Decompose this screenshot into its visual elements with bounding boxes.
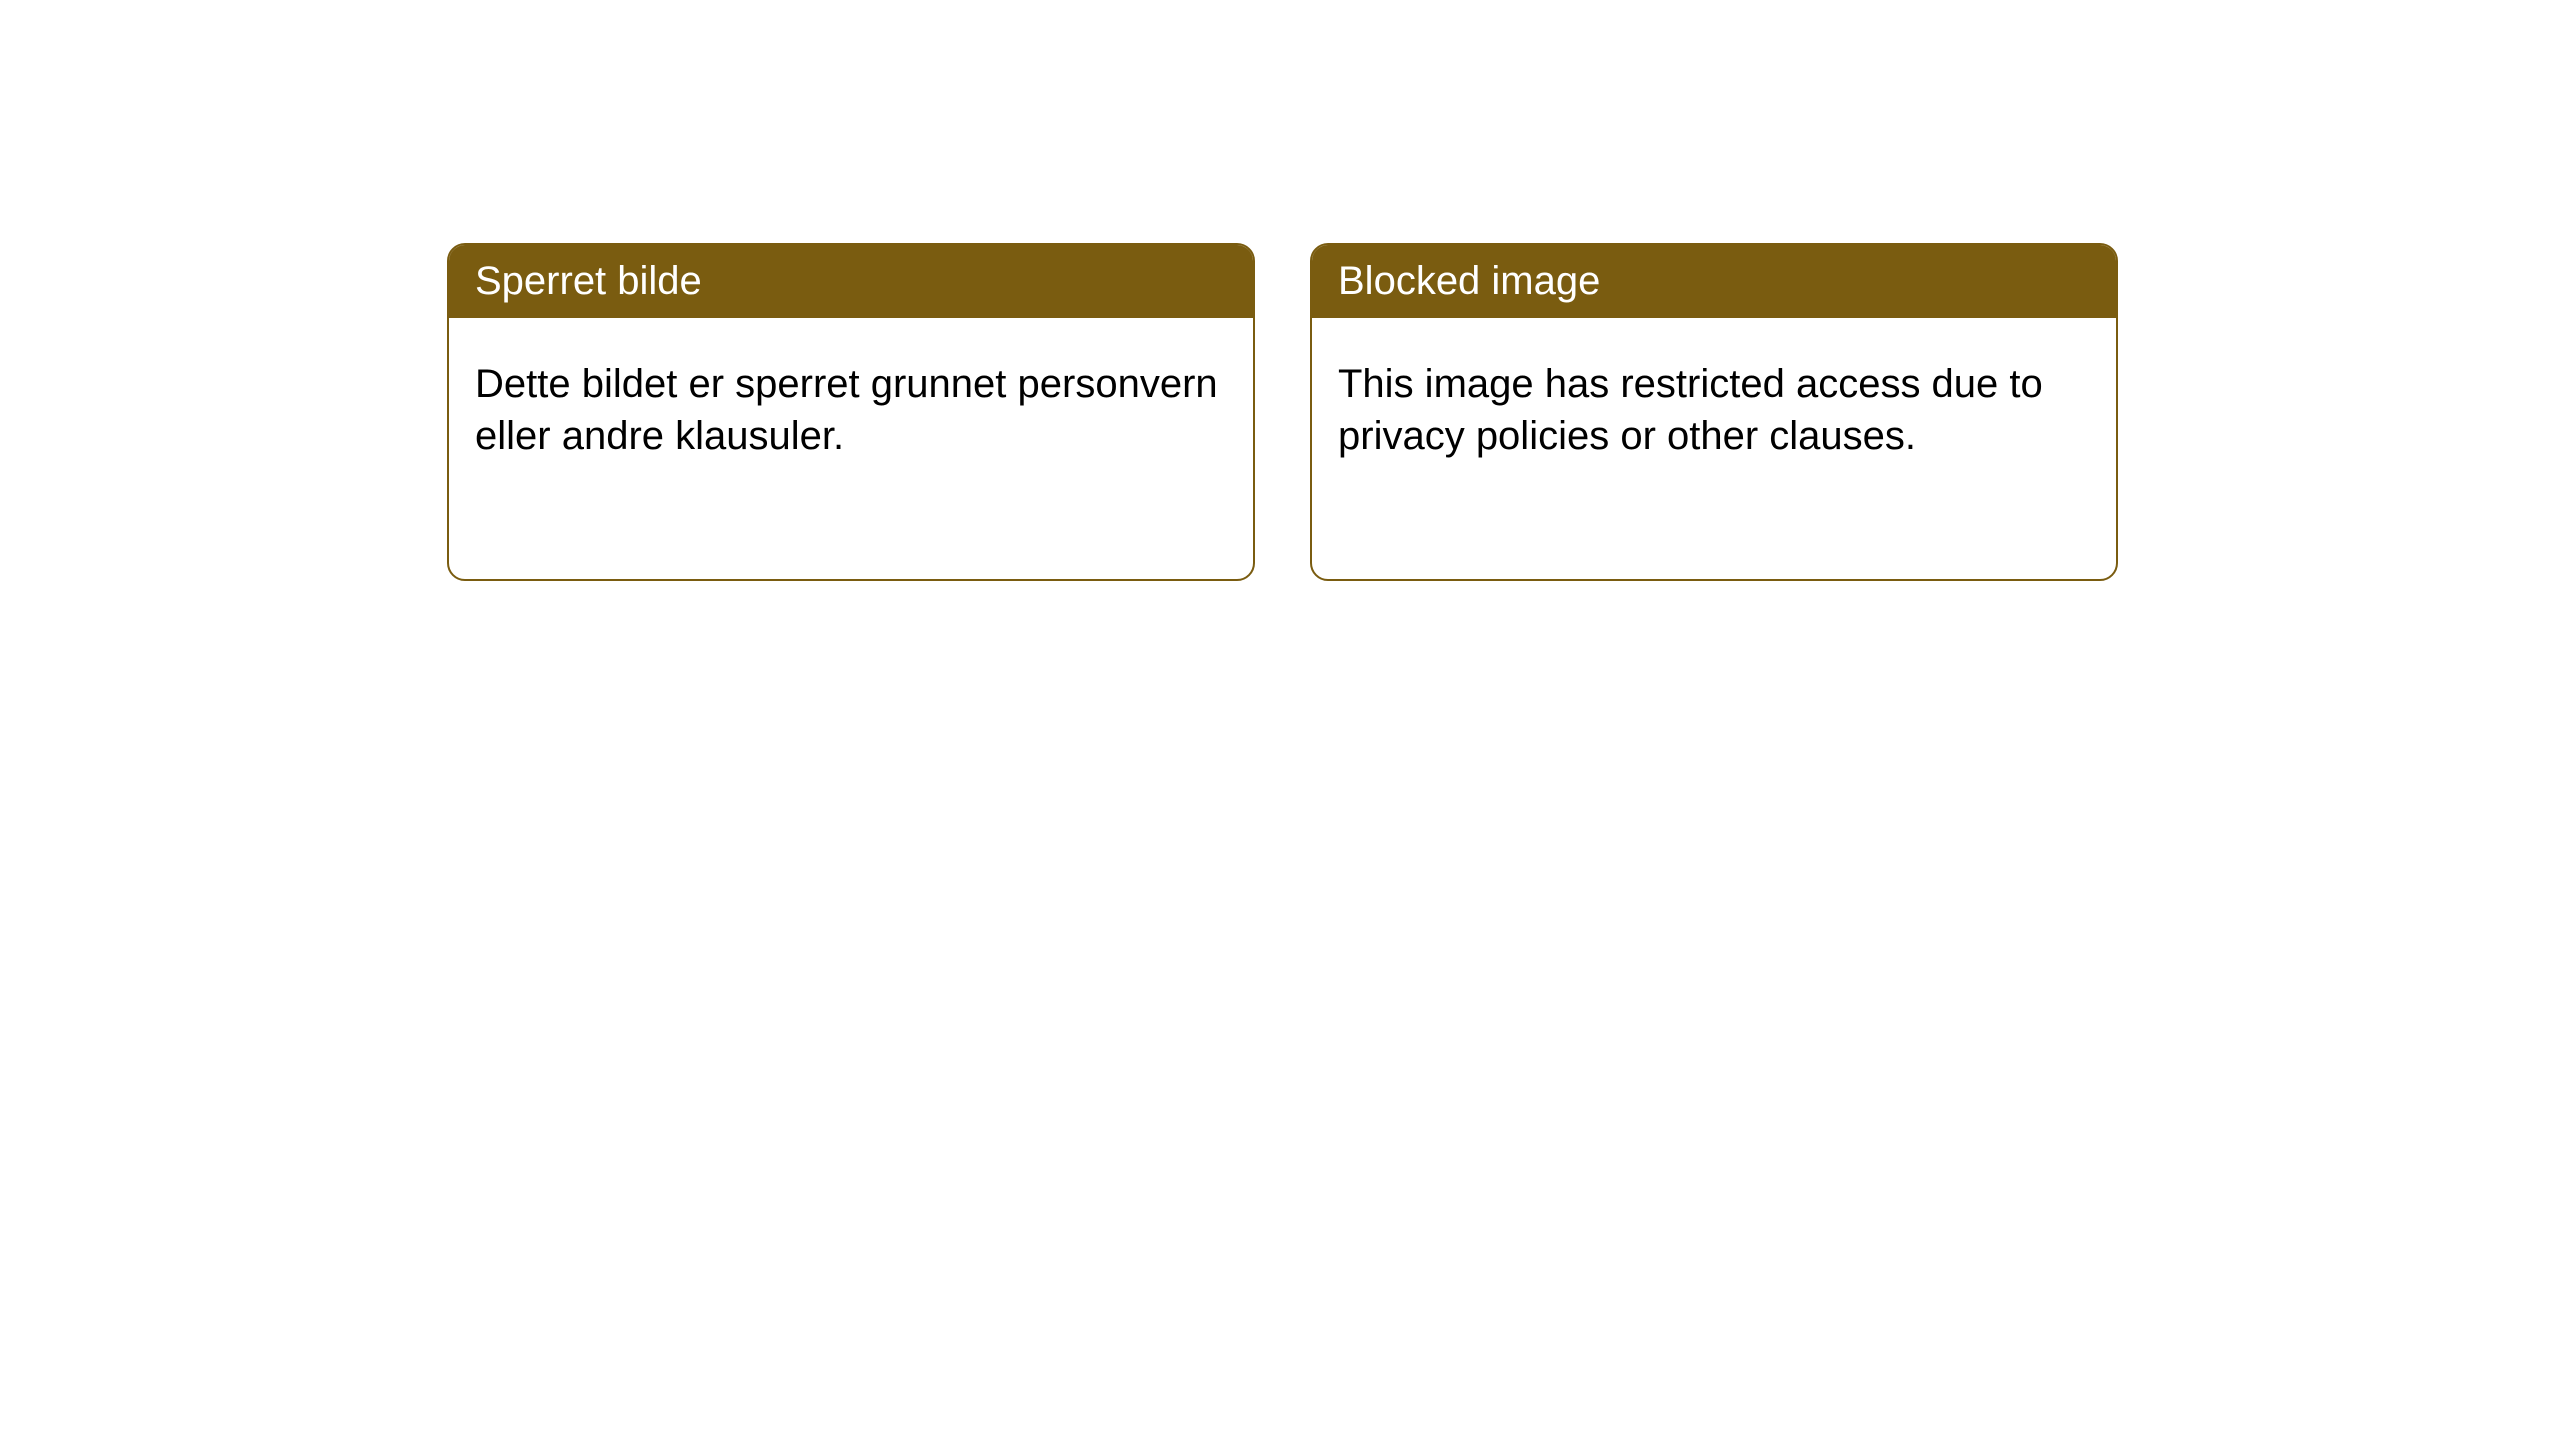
- notice-card-body-text: Dette bildet er sperret grunnet personve…: [475, 362, 1218, 458]
- notice-card-body: This image has restricted access due to …: [1312, 318, 2116, 579]
- notice-cards-container: Sperret bilde Dette bildet er sperret gr…: [447, 243, 2118, 581]
- notice-card-header-text: Sperret bilde: [475, 259, 702, 303]
- notice-card-header: Blocked image: [1312, 245, 2116, 318]
- notice-card-body: Dette bildet er sperret grunnet personve…: [449, 318, 1253, 579]
- notice-card-body-text: This image has restricted access due to …: [1338, 362, 2043, 458]
- notice-card-header: Sperret bilde: [449, 245, 1253, 318]
- notice-card-no: Sperret bilde Dette bildet er sperret gr…: [447, 243, 1255, 581]
- notice-card-header-text: Blocked image: [1338, 259, 1600, 303]
- notice-card-en: Blocked image This image has restricted …: [1310, 243, 2118, 581]
